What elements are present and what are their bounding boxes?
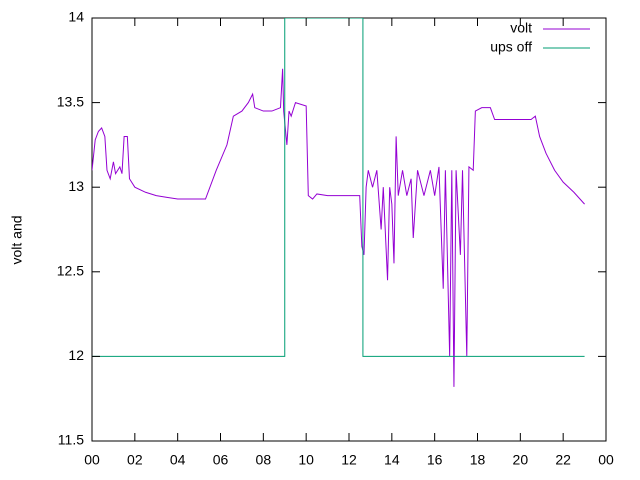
x-tick-label: 08 bbox=[256, 452, 272, 468]
y-tick-label: 13 bbox=[68, 178, 84, 194]
x-tick-label: 10 bbox=[298, 452, 314, 468]
plot-area bbox=[92, 18, 585, 387]
legend-label: ups off bbox=[490, 39, 532, 55]
series-line bbox=[92, 68, 585, 387]
x-tick-label: 04 bbox=[170, 452, 186, 468]
plot-frame bbox=[91, 17, 607, 442]
y-tick-label: 12.5 bbox=[57, 263, 84, 279]
x-tick-label: 02 bbox=[127, 452, 143, 468]
x-tick-label: 18 bbox=[470, 452, 486, 468]
legend-label: volt bbox=[510, 20, 532, 36]
y-tick-label: 14 bbox=[68, 9, 84, 25]
x-tick-label: 20 bbox=[513, 452, 529, 468]
y-tick-label: 12 bbox=[68, 347, 84, 363]
y-tick-label: 11.5 bbox=[58, 432, 84, 448]
y-axis-label: volt and bbox=[9, 215, 25, 264]
x-tick-label: 00 bbox=[84, 452, 100, 468]
x-tick-label: 22 bbox=[555, 452, 571, 468]
x-tick-label: 06 bbox=[213, 452, 229, 468]
x-tick-label: 00 bbox=[598, 452, 614, 468]
y-tick-label: 13.5 bbox=[57, 93, 84, 109]
series-line bbox=[92, 18, 585, 357]
x-tick-label: 12 bbox=[341, 452, 357, 468]
x-tick-label: 14 bbox=[384, 452, 400, 468]
x-tick-label: 16 bbox=[427, 452, 443, 468]
